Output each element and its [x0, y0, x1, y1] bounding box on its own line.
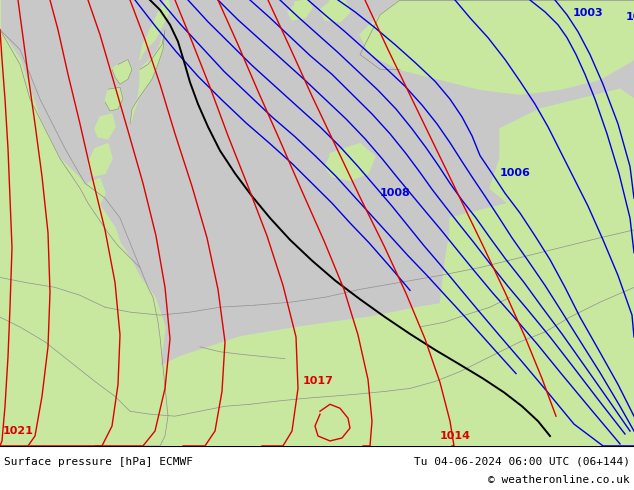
Polygon shape [0, 0, 165, 446]
Polygon shape [320, 0, 350, 22]
Text: 1003: 1003 [573, 8, 604, 18]
Polygon shape [130, 30, 165, 124]
Polygon shape [440, 183, 634, 342]
Polygon shape [105, 87, 123, 111]
Polygon shape [360, 0, 634, 94]
Polygon shape [88, 144, 112, 176]
Polygon shape [490, 89, 634, 218]
Polygon shape [95, 114, 115, 139]
Polygon shape [325, 144, 375, 180]
Polygon shape [140, 0, 170, 59]
Text: Surface pressure [hPa] ECMWF: Surface pressure [hPa] ECMWF [4, 457, 193, 467]
Text: 1006: 1006 [500, 169, 531, 178]
Polygon shape [288, 0, 312, 20]
Text: 100: 100 [626, 12, 634, 22]
Text: 1014: 1014 [440, 431, 471, 441]
Polygon shape [80, 178, 105, 213]
Text: © weatheronline.co.uk: © weatheronline.co.uk [488, 475, 630, 485]
Text: 1017: 1017 [302, 376, 333, 387]
Text: 1008: 1008 [380, 188, 411, 198]
Polygon shape [425, 0, 450, 20]
Polygon shape [112, 59, 132, 84]
Text: 1021: 1021 [3, 426, 34, 436]
Polygon shape [0, 277, 634, 446]
Text: Tu 04-06-2024 06:00 UTC (06+144): Tu 04-06-2024 06:00 UTC (06+144) [414, 457, 630, 467]
